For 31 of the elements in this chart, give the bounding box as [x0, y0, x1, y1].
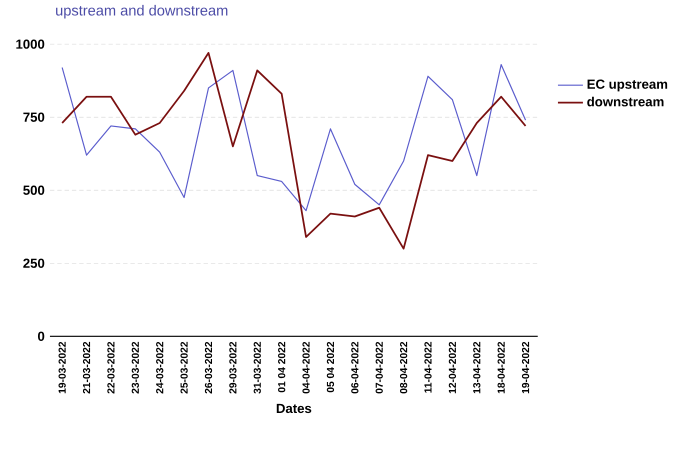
legend-label: EC upstream: [588, 79, 668, 92]
x-tick-label: 19-03-2022: [58, 342, 66, 394]
x-tick-label: 01 04 2022: [278, 342, 286, 392]
y-tick-label: 0: [38, 332, 44, 341]
y-tick-label: 250: [23, 258, 44, 268]
x-tick-label: 21-03-2022: [82, 342, 90, 394]
x-tick-label: 24-03-2022: [156, 342, 164, 394]
x-tick-label: 08-04-2022: [400, 342, 408, 394]
x-tick-label: 11-04-2022: [424, 342, 432, 393]
legend-label: downstream: [587, 96, 664, 106]
x-tick-label: 23-03-2022: [132, 342, 139, 394]
y-tick-label: 750: [23, 112, 44, 122]
chart-title: upstream and downstream: [56, 4, 228, 18]
x-tick-label: 04-04-2022: [302, 342, 310, 394]
x-tick-label: 05 04 2022: [326, 342, 334, 392]
y-tick-label: 1000: [16, 39, 44, 49]
x-tick-label: 19-04-2022: [522, 342, 530, 394]
x-tick-label: 12-04-2022: [448, 342, 456, 394]
y-tick-label: 500: [23, 186, 44, 195]
x-axis-title: Dates: [276, 404, 312, 414]
x-tick-label: 07-04-2022: [376, 342, 383, 394]
x-tick-label: 31-03-2022: [254, 342, 261, 394]
x-tick-label: 22-03-2022: [107, 342, 115, 394]
line-series: [61, 52, 526, 250]
x-tick-label: 18-04-2022: [498, 342, 505, 394]
x-tick-label: 26-03-2022: [204, 342, 212, 394]
x-tick-label: 06-04-2022: [351, 342, 358, 394]
x-tick-label: 25-03-2022: [180, 342, 188, 394]
line-series: [62, 64, 526, 212]
x-tick-label: 13-04-2022: [473, 342, 480, 394]
x-tick-label: 29-03-2022: [229, 342, 237, 394]
